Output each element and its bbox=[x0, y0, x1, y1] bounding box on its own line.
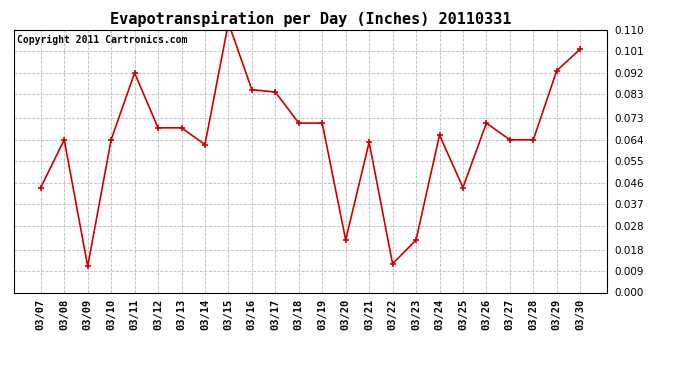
Title: Evapotranspiration per Day (Inches) 20110331: Evapotranspiration per Day (Inches) 2011… bbox=[110, 12, 511, 27]
Text: Copyright 2011 Cartronics.com: Copyright 2011 Cartronics.com bbox=[17, 35, 187, 45]
